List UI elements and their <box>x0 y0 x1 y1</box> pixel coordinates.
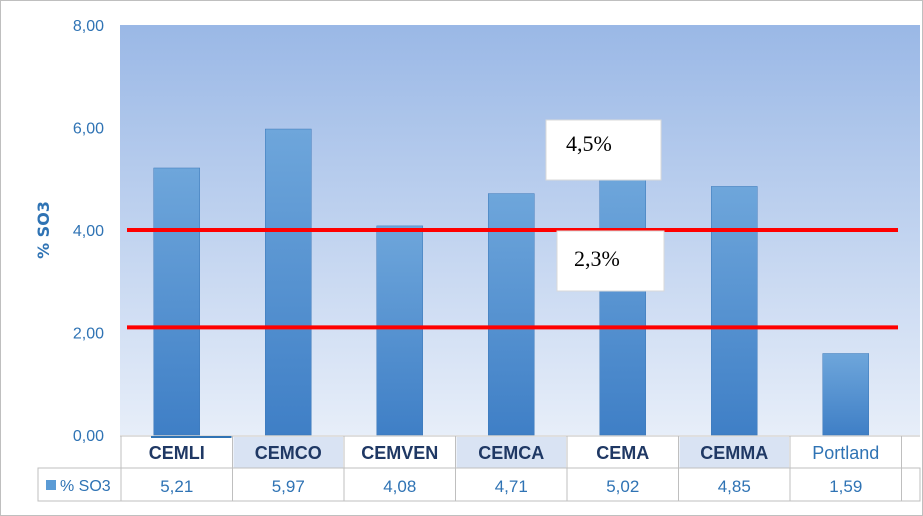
value-label: 5,02 <box>606 477 639 496</box>
value-label: 5,21 <box>160 477 193 496</box>
data-row <box>37 467 921 502</box>
value-label: 1,59 <box>829 477 862 496</box>
bar <box>822 353 869 436</box>
bar <box>488 193 535 436</box>
category-label: CEMA <box>596 443 649 463</box>
bar <box>265 128 312 436</box>
reference-lines <box>127 228 898 330</box>
bar <box>599 177 646 436</box>
category-label: CEMLI <box>149 443 205 463</box>
category-label: Portland <box>812 443 879 463</box>
y-tick-label: 0,00 <box>73 428 104 445</box>
annotation-label: 4,5% <box>566 131 612 156</box>
annotation-box <box>556 230 665 292</box>
y-axis-label: % SO3 <box>34 201 53 259</box>
bar <box>376 225 423 436</box>
y-tick-label: 2,00 <box>73 326 104 343</box>
value-label: 4,08 <box>383 477 416 496</box>
y-tick-label: 4,00 <box>73 223 104 240</box>
category-label: CEMCO <box>255 443 322 463</box>
legend-key <box>46 480 56 490</box>
bars <box>153 128 869 436</box>
annotations: 4,5% 2,3% <box>545 119 665 292</box>
y-axis-ticks: 0,00 2,00 4,00 6,00 8,00 <box>73 18 104 445</box>
bar <box>153 167 200 436</box>
series-name: % SO3 <box>60 478 111 495</box>
value-label: 4,71 <box>495 477 528 496</box>
category-cell <box>233 437 343 468</box>
category-label: CEMMA <box>700 443 768 463</box>
category-cell <box>679 437 789 468</box>
y-tick-label: 8,00 <box>73 18 104 35</box>
category-label: CEMCA <box>478 443 544 463</box>
annotation-box <box>545 119 662 181</box>
category-cell <box>456 437 566 468</box>
y-tick-label: 6,00 <box>73 121 104 138</box>
category-label: CEMVEN <box>361 443 438 463</box>
value-label: 4,85 <box>718 477 751 496</box>
bar <box>711 186 758 436</box>
data-table: CEMLI CEMCO CEMVEN CEMCA CEMA CEMMA Portland % … <box>37 435 921 502</box>
annotation-label: 2,3% <box>574 246 620 271</box>
value-label: 5,97 <box>272 477 305 496</box>
